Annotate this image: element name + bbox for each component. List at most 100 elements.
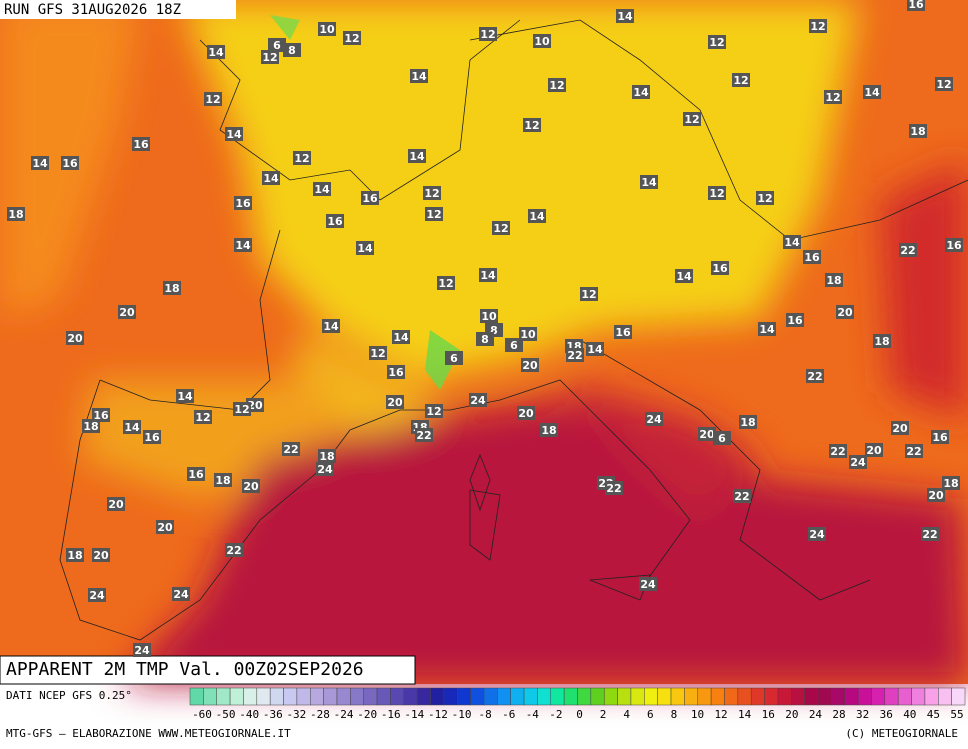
temp-label-box [783,235,801,249]
temp-label: 24 [88,588,106,602]
temp-label: 10 [519,327,537,341]
temp-label-text: 22 [416,429,431,442]
temp-label-box [605,481,623,495]
temp-label-box [708,35,726,49]
temp-label-text: 16 [188,468,204,481]
legend-swatch [804,687,819,706]
legend-tick-label: 8 [671,708,678,721]
temp-label-box [517,406,535,420]
legend-tick-label: 14 [738,708,752,721]
temp-label: 18 [942,476,960,490]
temp-label-box [806,369,824,383]
temp-label: 14 [783,235,801,249]
temp-label-box [214,473,232,487]
temp-label-box [586,342,604,356]
temp-label: 6 [713,431,731,445]
temp-label-text: 14 [676,270,692,283]
legend-tick-label: -32 [286,708,306,721]
legend-swatch [630,687,645,706]
legend-swatch [764,687,779,706]
temp-label-box [425,207,443,221]
temp-label: 16 [387,365,405,379]
title-box [0,655,416,685]
legend-swatch [510,687,525,706]
temp-label: 14 [356,241,374,255]
legend-swatch [363,687,378,706]
temp-label-box [176,389,194,403]
temp-label-text: 16 [932,431,948,444]
temp-label-text: 8 [481,333,489,346]
temp-label-text: 16 [804,251,820,264]
temp-label-text: 14 [357,242,373,255]
temp-label-text: 16 [712,262,728,275]
copyright-label: (C) METEOGIORNALE [845,727,958,740]
temp-label: 16 [803,250,821,264]
legend-swatch [724,687,739,706]
temp-label: 22 [415,428,433,442]
temp-label: 20 [118,305,136,319]
temp-label: 12 [935,77,953,91]
temp-label: 14 [123,420,141,434]
map-title: APPARENT 2M TMP Val. 00Z02SEP2026 [6,659,364,680]
temp-label-box [187,467,205,481]
temp-label-text: 16 [144,431,160,444]
temp-label: 16 [907,0,925,11]
temp-label: 14 [225,127,243,141]
temp-label-box [118,305,136,319]
temp-label-box [739,415,757,429]
temp-label: 18 [82,419,100,433]
legend-tick-label: 28 [832,708,845,721]
temp-label-box [732,73,750,87]
temp-label-text: 20 [93,549,109,562]
temp-label: 20 [698,427,716,441]
temp-label: 12 [492,221,510,235]
temp-label-box [733,489,751,503]
temp-label: 22 [225,543,243,557]
temp-label-box [711,261,729,275]
temp-label: 16 [945,238,963,252]
legend-swatch [924,687,939,706]
temp-label: 12 [194,410,212,424]
temp-label-text: 14 [587,343,603,356]
temp-label-box [387,365,405,379]
legend-swatch [497,687,511,706]
temp-label: 20 [865,443,883,457]
temp-label-text: 14 [641,176,657,189]
legend-swatch [603,687,618,706]
temp-label-box [580,287,598,301]
source-label: DATI NCEP GFS 0.25° [6,689,132,702]
temp-label-text: 14 [617,10,633,23]
temp-label-text: 14 [32,157,48,170]
temp-label-box [242,479,260,493]
temp-label-text: 24 [646,413,662,426]
temp-label-text: 14 [314,183,330,196]
temp-label-box [132,137,150,151]
temp-label-text: 12 [344,32,359,45]
legend-tick-label: -40 [239,708,259,721]
temp-label-text: 6 [273,39,281,52]
legend-swatch [470,687,485,706]
temp-label: 18 [214,473,232,487]
temp-label-box [907,0,925,11]
temp-label-box [283,43,301,57]
temp-label: 16 [931,430,949,444]
temp-label: 18 [7,207,25,221]
legend-tick-label: -36 [263,708,283,721]
legend-swatch [857,687,872,706]
legend-swatch [283,687,298,706]
temp-label-text: 16 [615,326,631,339]
temp-label: 20 [891,421,909,435]
temp-label: 18 [318,449,336,463]
temp-label-box [66,548,84,562]
temp-label: 20 [107,497,125,511]
temp-label: 20 [66,331,84,345]
legend-tick-label: -10 [452,708,472,721]
temp-label-text: 12 [480,28,495,41]
temp-label-box [505,338,523,352]
temp-label-box [318,22,336,36]
legend-tick-label: 6 [647,708,654,721]
legend-tick-label: 2 [600,708,607,721]
legend-swatch [430,687,445,706]
temp-label-box [927,488,945,502]
